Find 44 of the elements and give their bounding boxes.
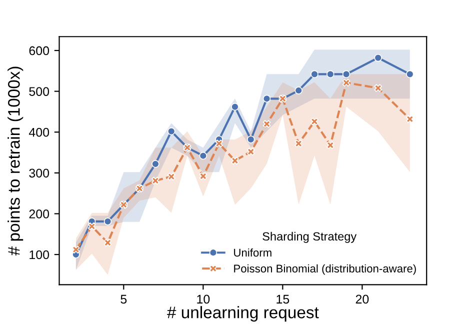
point xyxy=(88,222,96,230)
point xyxy=(152,160,160,168)
x-tick-label: 10 xyxy=(197,294,210,304)
point xyxy=(262,94,271,103)
point xyxy=(104,218,112,226)
point xyxy=(326,141,334,150)
legend-title: Sharding Strategy xyxy=(262,232,357,243)
point xyxy=(167,127,176,136)
y-tick-label: 300 xyxy=(29,168,50,178)
point xyxy=(294,140,302,148)
point xyxy=(310,118,318,126)
x-axis-title: # unlearning request xyxy=(167,306,319,322)
point xyxy=(152,176,160,185)
y-tick-label: 600 xyxy=(29,46,50,56)
point xyxy=(262,120,271,128)
y-tick-label: 200 xyxy=(29,210,50,218)
point xyxy=(310,70,318,78)
point xyxy=(104,238,112,247)
legend-label: Uniform xyxy=(234,248,272,257)
y-axis-title: # points to retrain (1000x) xyxy=(8,66,24,256)
point xyxy=(342,70,350,78)
point xyxy=(72,246,80,254)
y-tick-label: 100 xyxy=(30,250,50,260)
point xyxy=(294,86,302,94)
point xyxy=(374,84,382,92)
x-tick-label: 5 xyxy=(120,294,127,304)
point xyxy=(199,152,208,160)
point xyxy=(167,172,176,180)
point xyxy=(326,70,334,78)
point xyxy=(231,156,239,165)
x-tick-label: 15 xyxy=(276,294,290,304)
y-tick-label: 500 xyxy=(29,87,50,96)
point xyxy=(215,140,223,148)
point xyxy=(199,172,208,180)
y-tick-label: 400 xyxy=(28,128,50,137)
point xyxy=(231,102,239,111)
point xyxy=(246,148,255,156)
point xyxy=(406,115,414,123)
point xyxy=(342,78,350,87)
point xyxy=(406,70,414,78)
x-tick-label: 20 xyxy=(356,294,369,304)
point xyxy=(246,136,255,144)
point xyxy=(374,54,382,62)
legend-label: Poisson Binomial (distribution-aware) xyxy=(234,264,416,275)
